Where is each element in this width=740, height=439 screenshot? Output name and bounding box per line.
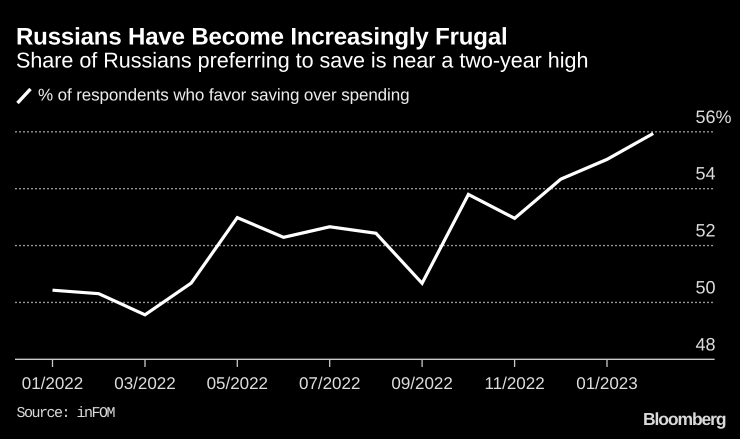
- svg-text:56%: 56%: [696, 107, 732, 127]
- svg-text:Source: inFOM: Source: inFOM: [17, 405, 116, 422]
- svg-text:Share of Russians preferring t: Share of Russians preferring to save is …: [16, 49, 588, 73]
- svg-text:01/2022: 01/2022: [22, 374, 83, 393]
- svg-text:48: 48: [696, 334, 716, 354]
- svg-text:Bloomberg: Bloomberg: [643, 409, 726, 429]
- svg-text:% of respondents who favor sav: % of respondents who favor saving over s…: [38, 86, 409, 105]
- svg-text:01/2023: 01/2023: [576, 374, 637, 393]
- svg-text:07/2022: 07/2022: [299, 374, 360, 393]
- svg-text:50: 50: [696, 277, 716, 297]
- svg-text:05/2022: 05/2022: [207, 374, 268, 393]
- svg-text:11/2022: 11/2022: [484, 374, 544, 393]
- svg-text:52: 52: [696, 221, 716, 241]
- svg-text:Russians Have Become Increasin: Russians Have Become Increasingly Frugal: [16, 24, 508, 51]
- svg-text:54: 54: [696, 164, 716, 184]
- svg-text:09/2022: 09/2022: [391, 374, 452, 393]
- svg-text:03/2022: 03/2022: [114, 374, 175, 393]
